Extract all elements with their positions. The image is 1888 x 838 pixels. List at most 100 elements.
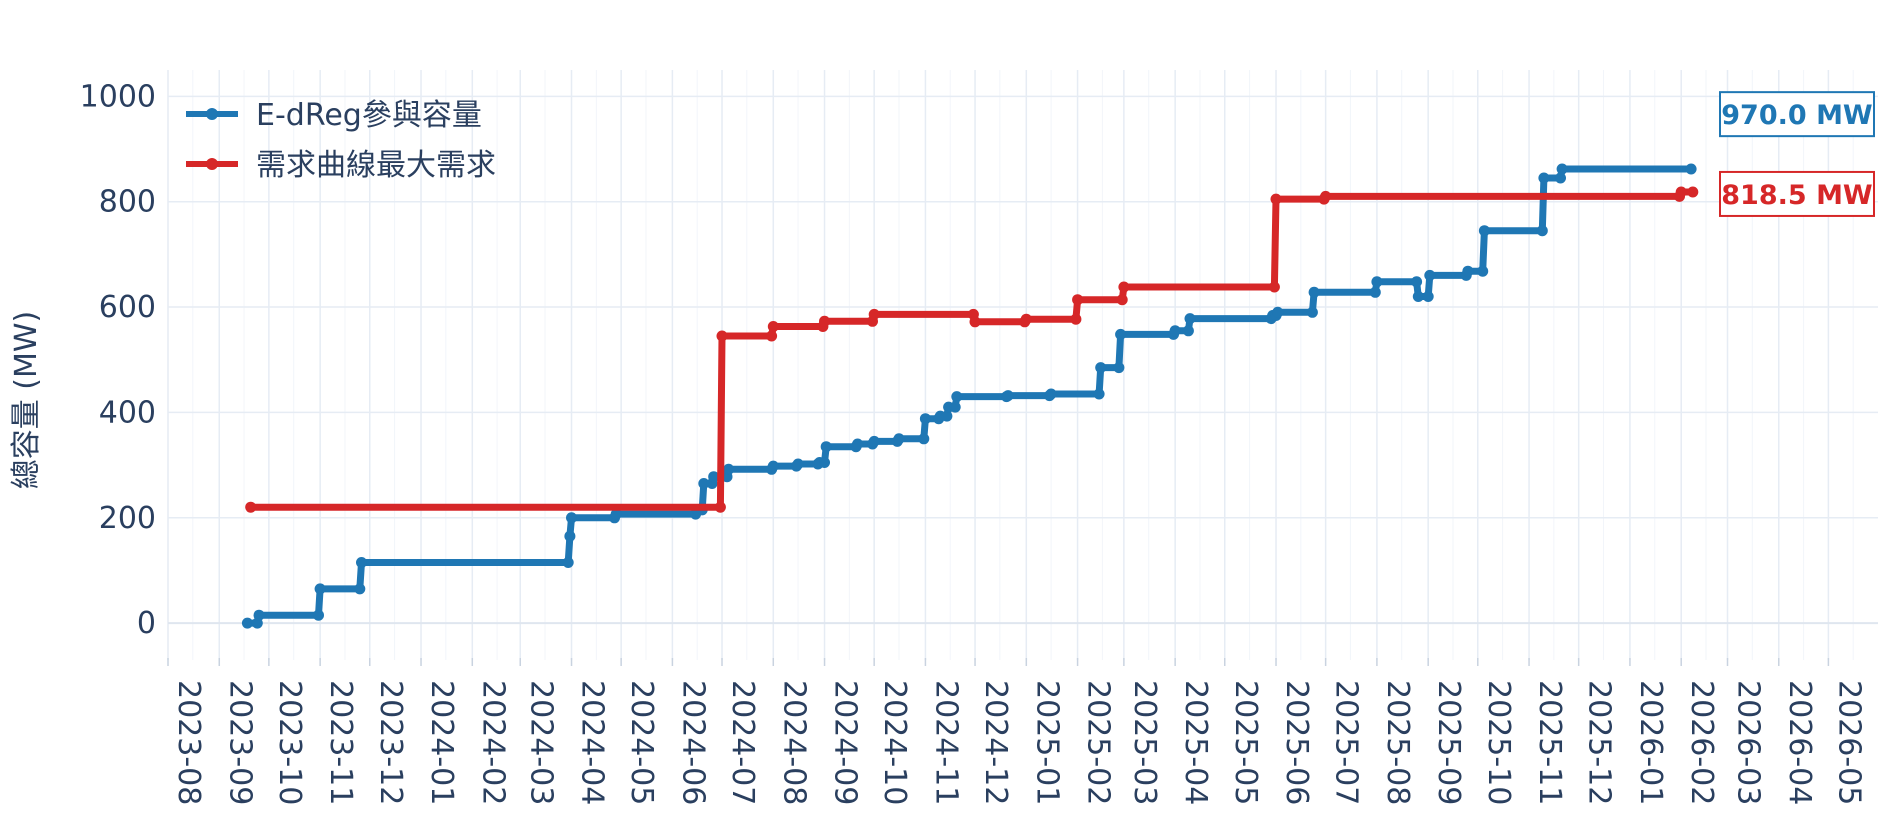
x-tick-label: 2024-06 bbox=[675, 680, 710, 805]
data-point bbox=[1462, 265, 1474, 277]
data-point bbox=[1536, 225, 1548, 237]
data-point bbox=[1272, 306, 1284, 318]
series-line bbox=[243, 165, 1695, 627]
data-point bbox=[949, 401, 961, 413]
series-layer bbox=[241, 163, 1699, 629]
data-point bbox=[868, 435, 880, 447]
data-point bbox=[314, 583, 326, 595]
data-point bbox=[1093, 388, 1105, 400]
data-point bbox=[918, 433, 930, 445]
data-point bbox=[1412, 291, 1424, 302]
end-value-label: 818.5 MW bbox=[1719, 170, 1875, 217]
data-point bbox=[1371, 276, 1383, 288]
legend-item[interactable]: 需求曲線最大需求 bbox=[186, 148, 496, 183]
x-tick-label: 2026-03 bbox=[1731, 680, 1766, 805]
data-point bbox=[819, 315, 830, 327]
data-point bbox=[1184, 313, 1196, 325]
data-point bbox=[1555, 172, 1566, 184]
x-tick-label: 2025-05 bbox=[1228, 680, 1263, 805]
data-point bbox=[698, 478, 710, 489]
data-point bbox=[1424, 269, 1436, 281]
data-point bbox=[354, 583, 366, 595]
data-point bbox=[820, 441, 832, 453]
data-point bbox=[852, 438, 864, 450]
data-point bbox=[708, 471, 720, 483]
x-tick-label: 2025-11 bbox=[1532, 680, 1567, 805]
data-point bbox=[868, 308, 880, 320]
series-line bbox=[247, 188, 1697, 511]
y-axis-title: 總容量 (MW) bbox=[9, 311, 44, 490]
y-tick-label: 0 bbox=[137, 606, 156, 641]
data-point bbox=[1113, 362, 1125, 374]
end-value-label: 970.0 MW bbox=[1719, 91, 1875, 138]
series-1 bbox=[245, 186, 1699, 513]
end-label-box bbox=[1719, 91, 1875, 138]
data-point bbox=[1002, 390, 1014, 402]
data-point bbox=[1556, 163, 1568, 175]
x-tick-label: 2023-10 bbox=[272, 680, 307, 805]
data-point bbox=[819, 457, 830, 468]
data-point bbox=[562, 557, 574, 568]
data-point bbox=[1675, 186, 1687, 198]
data-point bbox=[1477, 265, 1489, 277]
x-axis: 2023-08 2023-09 2023-10 2023-11 2023-12 2024-… bbox=[167, 658, 1866, 805]
data-point bbox=[766, 330, 778, 342]
data-point bbox=[767, 321, 779, 332]
x-tick-label: 2025-02 bbox=[1081, 680, 1116, 805]
data-point bbox=[792, 458, 804, 470]
x-tick-label: 2026-05 bbox=[1831, 680, 1866, 805]
legend-marker bbox=[206, 108, 218, 120]
data-point bbox=[1095, 362, 1107, 374]
legend-marker bbox=[206, 158, 218, 170]
end-label-text: 818.5 MW bbox=[1721, 180, 1872, 211]
data-point bbox=[1422, 291, 1434, 302]
data-point bbox=[1020, 313, 1032, 325]
y-axis: 0 200 400 600 800 1000 bbox=[80, 79, 156, 641]
x-tick-label: 2024-12 bbox=[978, 680, 1013, 805]
x-tick-label: 2025-08 bbox=[1380, 680, 1415, 805]
legend-label: E-dReg參與容量 bbox=[256, 98, 482, 133]
y-tick-label: 1000 bbox=[80, 79, 156, 114]
data-point bbox=[1116, 294, 1128, 306]
x-tick-label: 2024-01 bbox=[424, 680, 459, 805]
data-point bbox=[1070, 313, 1082, 325]
data-point bbox=[1369, 286, 1381, 298]
data-point bbox=[1118, 281, 1130, 293]
data-point bbox=[767, 460, 779, 472]
x-tick-label: 2026-02 bbox=[1684, 680, 1719, 805]
x-tick-label: 2024-05 bbox=[624, 680, 659, 805]
data-point bbox=[941, 410, 953, 422]
x-tick-label: 2023-12 bbox=[373, 680, 408, 805]
y-tick-label: 800 bbox=[99, 185, 156, 220]
x-tick-label: 2026-01 bbox=[1633, 680, 1668, 805]
x-tick-label: 2024-08 bbox=[776, 680, 811, 805]
data-point bbox=[1685, 163, 1697, 175]
x-tick-label: 2026-04 bbox=[1782, 680, 1817, 805]
data-point bbox=[1308, 286, 1320, 298]
data-point bbox=[610, 508, 622, 520]
x-tick-label: 2023-09 bbox=[222, 680, 257, 805]
data-point bbox=[1411, 276, 1423, 288]
data-point bbox=[313, 609, 324, 621]
data-point bbox=[253, 609, 265, 621]
y-tick-label: 400 bbox=[99, 395, 156, 430]
data-point bbox=[1115, 328, 1127, 340]
data-point bbox=[564, 530, 576, 542]
legend-item[interactable]: E-dReg參與容量 bbox=[186, 98, 482, 133]
data-point bbox=[1478, 225, 1490, 237]
data-point bbox=[919, 413, 931, 425]
data-point bbox=[1045, 388, 1057, 400]
x-tick-label: 2025-01 bbox=[1029, 680, 1064, 805]
end-label-box bbox=[1719, 170, 1875, 217]
x-tick-label: 2025-06 bbox=[1279, 680, 1314, 805]
data-point bbox=[714, 501, 726, 513]
x-tick-label: 2024-04 bbox=[575, 680, 610, 805]
legend-label: 需求曲線最大需求 bbox=[256, 148, 496, 183]
x-tick-label: 2025-03 bbox=[1127, 680, 1162, 805]
x-tick-label: 2025-12 bbox=[1582, 680, 1617, 805]
y-tick-label: 200 bbox=[99, 501, 156, 536]
data-point bbox=[1538, 172, 1550, 184]
data-point bbox=[716, 330, 728, 342]
